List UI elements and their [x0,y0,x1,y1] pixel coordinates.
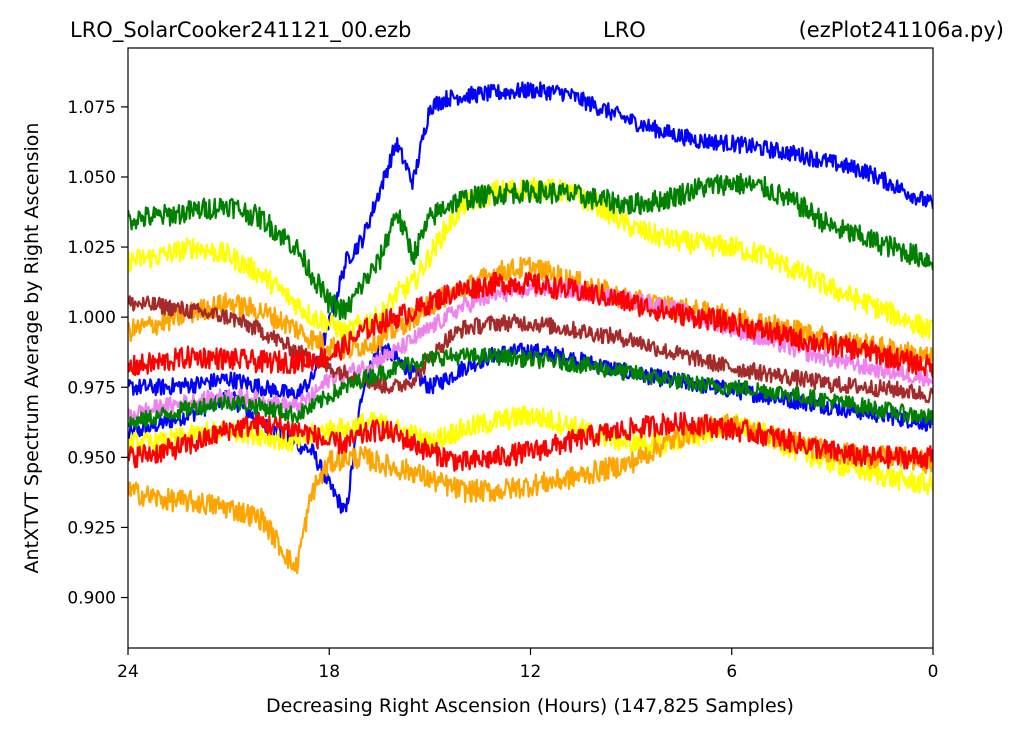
y-tick-label: 1.050 [67,168,116,188]
x-tick-label: 18 [318,662,340,682]
plot-series-layer [128,81,933,575]
y-tick-label: 1.025 [67,238,116,258]
x-tick-label: 12 [520,662,542,682]
y-axis-label: AntXTVT Spectrum Average by Right Ascens… [21,123,43,574]
chart-title-left: LRO_SolarCooker241121_00.ezb [70,18,412,43]
y-tick-label: 0.950 [67,448,116,468]
y-tick-label: 0.925 [67,518,116,538]
series-line-8 [128,411,933,472]
y-tick-label: 0.975 [67,378,116,398]
y-tick-label: 1.000 [67,308,116,328]
series-line-9 [128,271,933,379]
series-line-1 [128,81,933,403]
x-tick-label: 0 [928,662,939,682]
series-line-10 [128,172,933,321]
y-axis-ticks: 0.900 0.925 0.950 0.975 1.000 1.025 1.050 1.075 [67,98,128,609]
y-tick-label: 0.900 [67,589,116,609]
chart-title-center: LRO [603,18,646,42]
x-axis-ticks: 24 18 12 6 0 [117,648,938,682]
series-line-7 [128,295,933,404]
series-line-11 [128,347,933,430]
x-axis-label: Decreasing Right Ascension (Hours) (147,… [266,695,794,717]
chart-title-right: (ezPlot241106a.py) [799,18,1004,42]
x-tick-label: 6 [726,662,737,682]
y-tick-label: 1.075 [67,98,116,118]
series-line-2 [128,176,933,345]
x-tick-label: 24 [117,662,139,682]
